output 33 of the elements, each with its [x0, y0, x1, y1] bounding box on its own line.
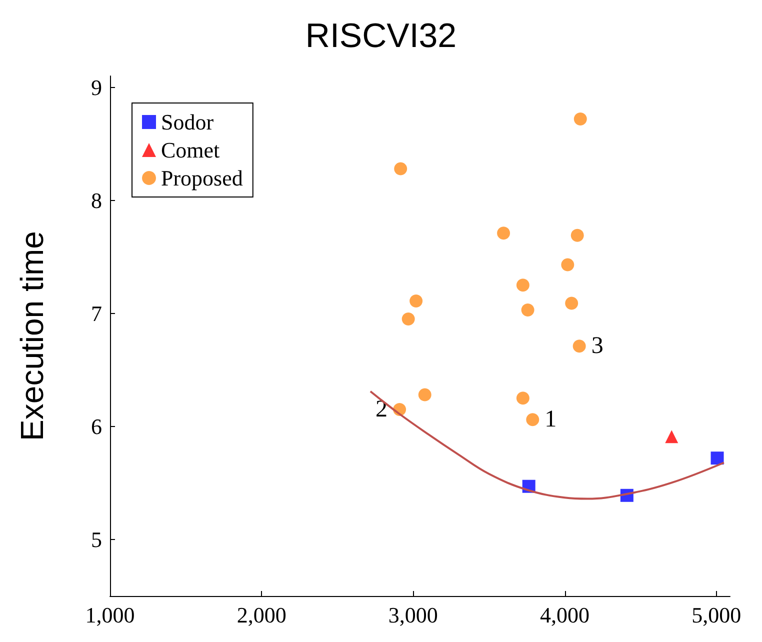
point: [418, 388, 432, 402]
x-tick-label: 3,000: [388, 602, 438, 628]
point: [521, 304, 534, 316]
x-tick-label: 1,000: [85, 602, 135, 628]
y-tick-label: 9: [91, 74, 102, 100]
legend-label: Comet: [161, 138, 220, 162]
legend-label: Proposed: [161, 166, 243, 190]
y-axis-title: Execution time: [14, 231, 50, 441]
point: [710, 452, 724, 465]
x-tick-label: 5,000: [692, 602, 742, 628]
point: [516, 392, 530, 405]
point: [574, 112, 587, 126]
point: [565, 296, 578, 310]
y-tick-label: 6: [91, 414, 102, 439]
point: [402, 312, 415, 326]
point: [516, 278, 530, 292]
y-tick-label: 8: [91, 188, 102, 213]
point: [561, 258, 574, 272]
annotation: 1: [544, 406, 557, 433]
point: [570, 228, 584, 242]
x-tick-label: 2,000: [236, 602, 286, 628]
point: [526, 413, 540, 426]
point: [394, 162, 408, 176]
point: [665, 430, 678, 444]
y-tick-label: 5: [91, 526, 102, 552]
point: [572, 340, 586, 353]
point: [410, 294, 423, 308]
y-tick-label: 7: [91, 300, 102, 326]
point: [497, 226, 510, 240]
x-tick-label: 4,000: [540, 602, 590, 628]
annotation: 3: [591, 333, 604, 360]
legend-label: Sodor: [161, 110, 214, 134]
chart-title: RISCVI32: [305, 17, 457, 55]
